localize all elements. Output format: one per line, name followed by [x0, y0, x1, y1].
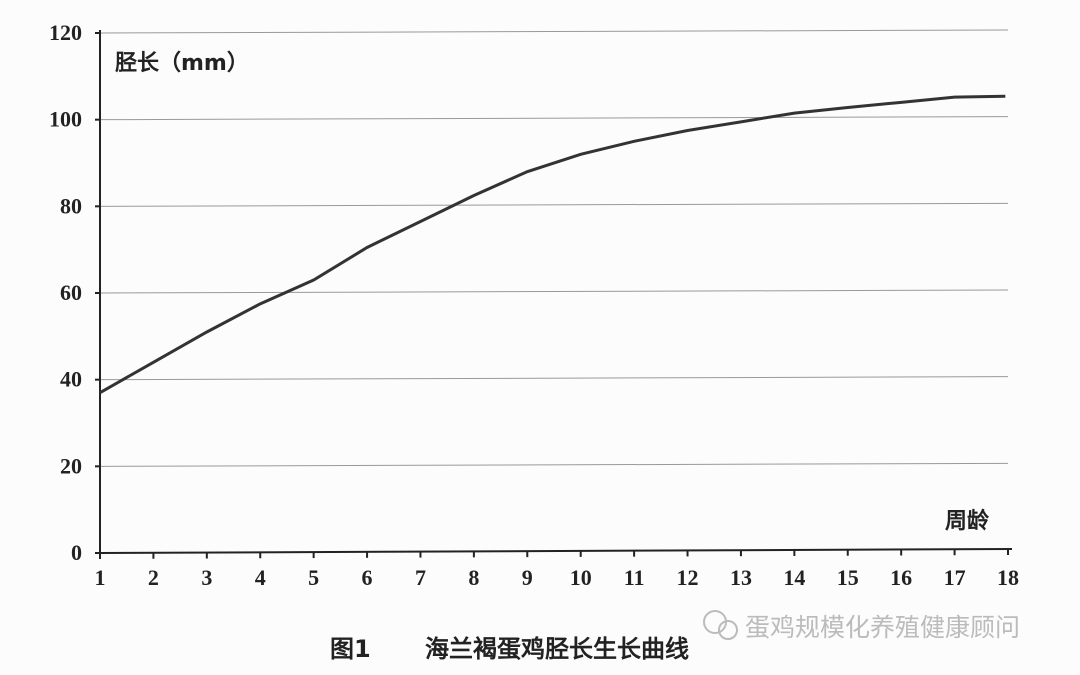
x-tick-label: 8 [468, 565, 479, 590]
x-tick-label: 12 [677, 565, 699, 590]
gridline [99, 29, 1009, 34]
y-axis-label: 胫长（mm） [115, 51, 249, 76]
x-tick-label: 2 [148, 565, 159, 590]
x-tick-label: 10 [570, 565, 592, 590]
y-tick-label: 80 [60, 193, 82, 218]
x-tick-label: 11 [624, 565, 645, 590]
figure-caption: 海兰褐蛋鸡胫长生长曲线 [425, 635, 689, 663]
y-tick-label: 20 [60, 453, 82, 478]
x-tick-label: 1 [95, 565, 106, 590]
gridline [99, 376, 1009, 381]
gridline [99, 202, 1009, 207]
x-axis-label: 周龄 [945, 508, 990, 534]
x-tick-label: 4 [255, 565, 266, 590]
gridline [99, 289, 1009, 294]
x-tick-label: 3 [201, 565, 212, 590]
x-axis [99, 548, 1013, 554]
y-tick-label: 100 [49, 107, 82, 132]
figure-number: 图1 [330, 635, 371, 663]
x-tick-label: 6 [362, 565, 373, 590]
y-tick-label: 0 [71, 540, 82, 565]
x-tick-label: 15 [837, 565, 859, 590]
watermark-text: 蛋鸡规模化养殖健康顾问 [745, 613, 1020, 642]
gridline [99, 116, 1009, 121]
x-tick-label: 9 [522, 565, 533, 590]
series-line [99, 94, 1006, 394]
y-tick-label: 40 [60, 367, 82, 392]
y-tick-label: 120 [49, 20, 82, 45]
x-tick-label: 18 [997, 565, 1019, 590]
x-tick-label: 16 [890, 565, 912, 590]
gridline [99, 462, 1009, 467]
wechat-icon [703, 610, 738, 640]
x-tick-label: 5 [308, 565, 319, 590]
x-tick-label: 17 [944, 565, 966, 590]
x-tick-label: 13 [730, 565, 752, 590]
x-tick-label: 7 [415, 565, 426, 590]
x-tick-label: 14 [783, 565, 805, 590]
y-tick-label: 60 [60, 280, 82, 305]
